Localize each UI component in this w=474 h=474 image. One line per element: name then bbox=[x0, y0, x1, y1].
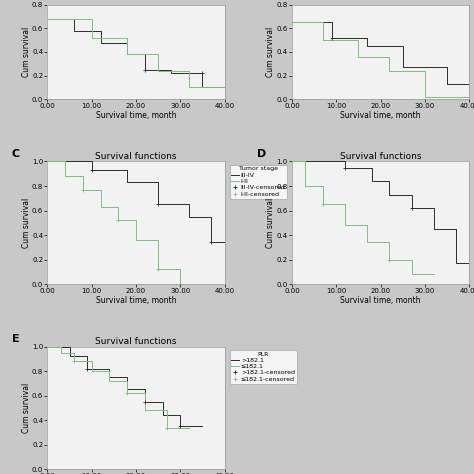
Title: Survival functions: Survival functions bbox=[340, 152, 421, 161]
Title: Survival functions: Survival functions bbox=[95, 337, 177, 346]
Y-axis label: Cum survival: Cum survival bbox=[22, 27, 31, 77]
X-axis label: Survival time, month: Survival time, month bbox=[96, 296, 176, 305]
Y-axis label: Cum survival: Cum survival bbox=[22, 383, 31, 433]
X-axis label: Survival time, month: Survival time, month bbox=[340, 111, 421, 120]
Y-axis label: Cum survival: Cum survival bbox=[266, 27, 275, 77]
X-axis label: Survival time, month: Survival time, month bbox=[96, 111, 176, 120]
Text: D: D bbox=[256, 149, 266, 159]
X-axis label: Survival time, month: Survival time, month bbox=[340, 296, 421, 305]
Y-axis label: Cum survival: Cum survival bbox=[22, 198, 31, 248]
Y-axis label: Cum survival: Cum survival bbox=[266, 198, 275, 248]
Title: Survival functions: Survival functions bbox=[95, 152, 177, 161]
Legend: III-IV, I-II, III-IV-censored, I-II-censored: III-IV, I-II, III-IV-censored, I-II-cens… bbox=[229, 164, 287, 199]
Legend: >182.1, ≤182.1, >182.1-censored, ≤182.1-censored: >182.1, ≤182.1, >182.1-censored, ≤182.1-… bbox=[229, 350, 297, 383]
Text: E: E bbox=[12, 334, 19, 344]
Text: C: C bbox=[12, 149, 20, 159]
